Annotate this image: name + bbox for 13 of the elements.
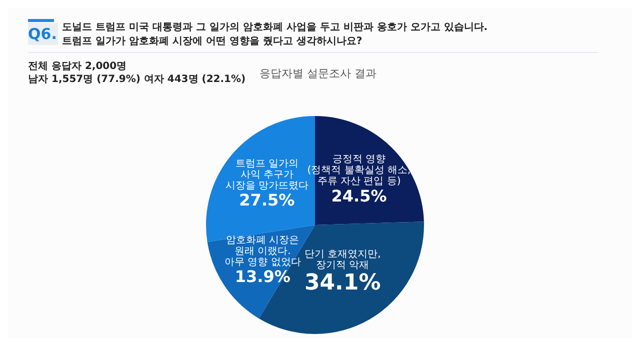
text: 남자 1,557명 (77.9%) 여자 443명 (22.1%)	[28, 73, 246, 86]
text: Q6.	[28, 23, 58, 45]
slice-label: 단기 호재였지만, 장기적 악재	[304, 249, 381, 272]
chart-subtitle: 응답자별 설문조사 결과	[260, 67, 376, 80]
slice-label: 트럼프 일가의 사익 추구가 시장을 망가뜨렸다	[225, 158, 309, 192]
text: 전체 응답자 2,000명	[28, 60, 128, 73]
data-label: 34.1%	[304, 270, 381, 296]
data-label: 27.5%	[239, 190, 295, 210]
slice-label: 긍정적 영향 (정책적 불확실성 해소, 주류 자산 편입 등)	[307, 154, 411, 188]
chart-title: 도널드 트럼프 미국 대통령과 그 일가의 암호화폐 사업을 두고 비판과 옹호가 오가고 있습니다. 트럼프 일가가 암호화폐 시장에 어떤 영향을 줬다고 생각하시나요?	[62, 21, 488, 49]
data-label: 24.5%	[331, 186, 387, 206]
slice-label: 암호화폐 시장은 원래 이랬다. 아무 영향 없었다	[224, 234, 301, 268]
data-label: 13.9%	[234, 267, 290, 286]
